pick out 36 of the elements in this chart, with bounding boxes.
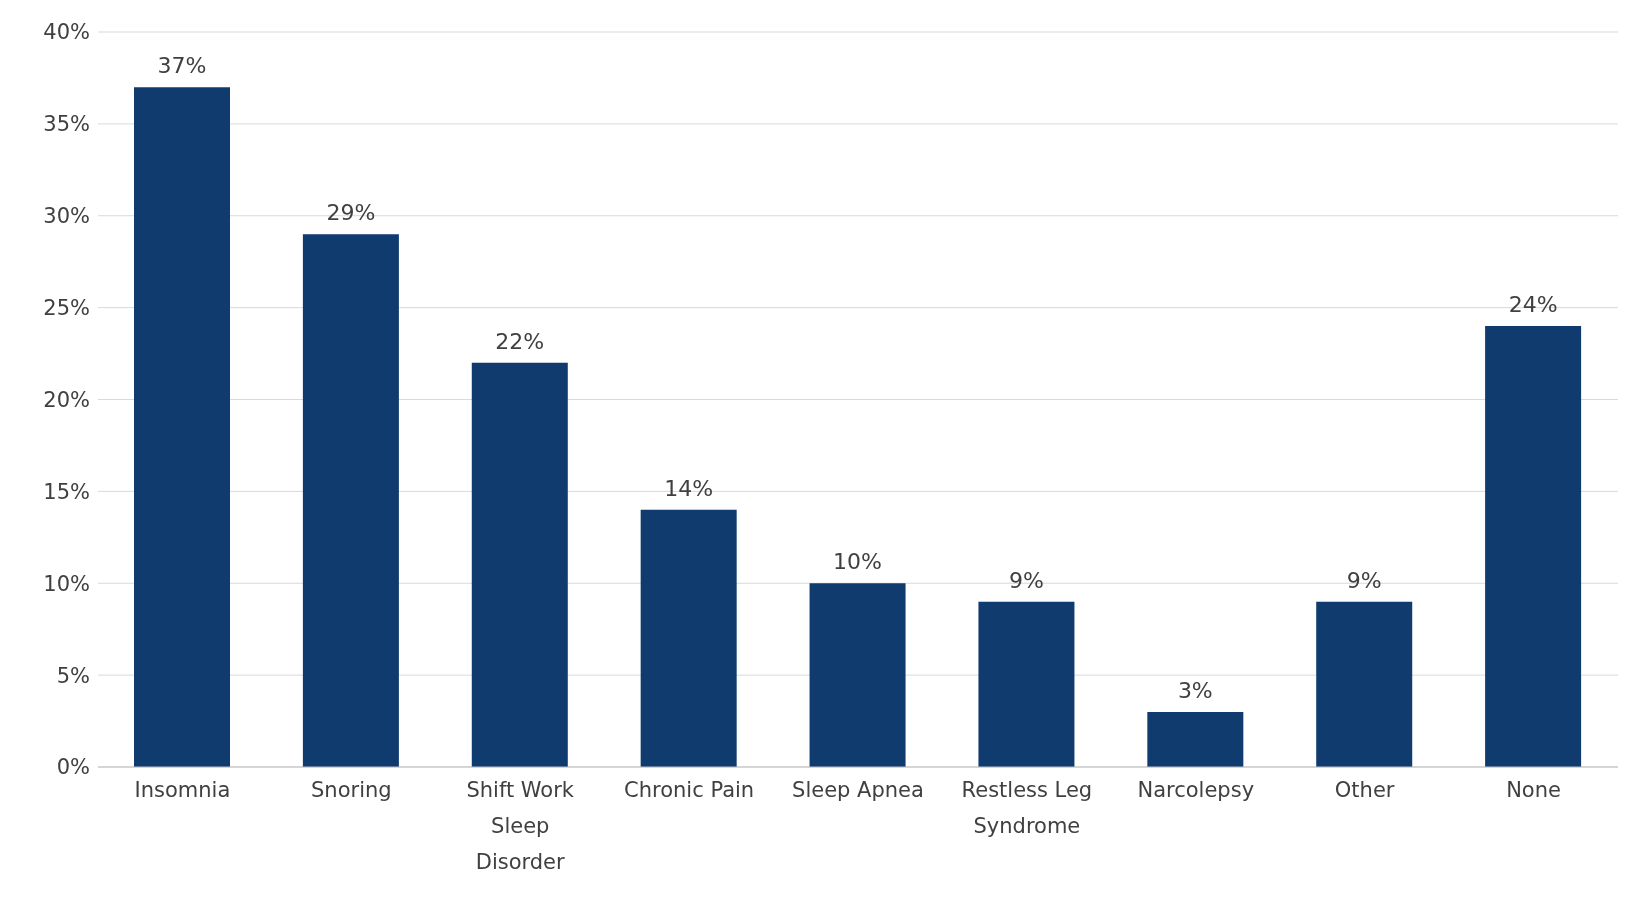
data-label: 24% — [1508, 292, 1558, 317]
y-tick-label: 5% — [56, 663, 90, 688]
bar — [1147, 711, 1244, 767]
y-tick-label: 0% — [56, 755, 90, 780]
x-tick-label: None — [1506, 778, 1561, 802]
bar — [471, 362, 568, 767]
data-label: 3% — [1177, 677, 1213, 703]
x-tick-label: Insomnia — [134, 778, 231, 802]
data-label: 29% — [326, 200, 376, 226]
y-tick-label: 30% — [43, 204, 90, 229]
x-tick-label: Snoring — [311, 778, 392, 802]
data-label: 37% — [157, 53, 207, 79]
x-tick-label: Narcolepsy — [1137, 778, 1255, 802]
bar — [302, 234, 399, 767]
data-label: 9% — [1346, 567, 1382, 593]
data-label: 10% — [833, 549, 883, 575]
y-tick-label: 25% — [43, 296, 90, 321]
bar — [1316, 601, 1413, 767]
y-tick-label: 35% — [43, 112, 90, 137]
data-label: 22% — [495, 328, 545, 354]
y-tick-label: 10% — [43, 571, 90, 596]
x-tick-label: Other — [1334, 778, 1395, 802]
bar — [1485, 326, 1582, 767]
bar — [978, 601, 1075, 767]
bar — [640, 509, 737, 767]
y-tick-label: 20% — [43, 387, 90, 412]
y-tick-label: 40% — [43, 20, 90, 45]
data-label: 14% — [664, 475, 714, 501]
bar — [134, 87, 230, 767]
x-tick-label: Shift Work Sleep Disorder — [466, 778, 575, 874]
x-tick-label: Sleep Apnea — [792, 778, 924, 802]
x-tick-label: Restless Leg Syndrome — [961, 778, 1093, 838]
y-tick-label: 15% — [43, 479, 90, 504]
data-label: 9% — [1008, 567, 1044, 593]
x-tick-label: Chronic Pain — [624, 778, 755, 802]
bar — [809, 583, 906, 767]
